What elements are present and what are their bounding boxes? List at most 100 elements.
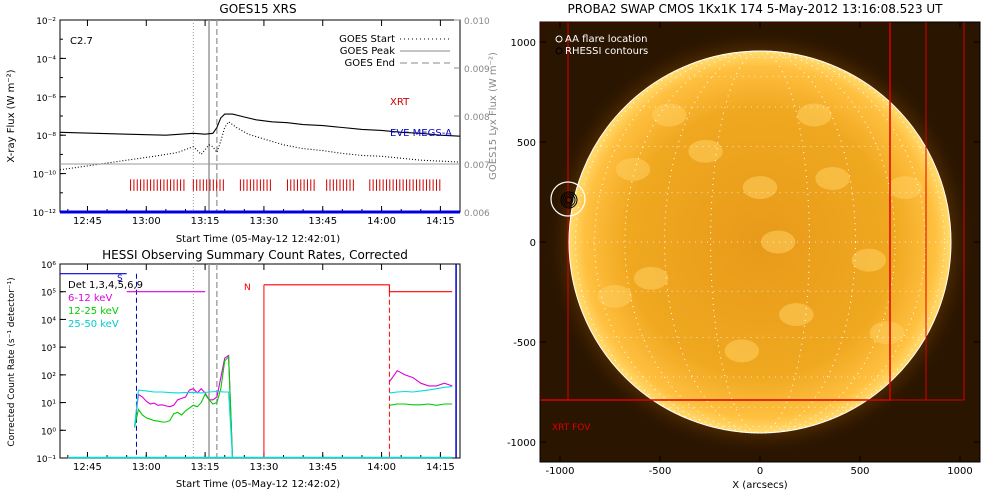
hessi-title: HESSI Observing Summary Count Rates, Cor… [102, 248, 408, 262]
xrt-fov-boxes [540, 22, 965, 401]
goes-y-right-ticks: 0.010 0.009 0.008 0.007 0.006 [454, 17, 490, 219]
hessi-panel: HESSI Observing Summary Count Rates, Cor… [7, 248, 461, 490]
xrt-label: XRT [390, 97, 410, 108]
active-region [615, 157, 651, 181]
x-tick-label: 14:00 [367, 216, 396, 227]
legend-6-12-kev: 6-12 keV [68, 293, 112, 304]
legend-aa-flare-marker [555, 35, 563, 43]
longitude-line [710, 50, 810, 434]
saa-flag: S [117, 274, 123, 284]
y-tick-label: 10² [41, 372, 56, 382]
hessi-x-label: Start Time (05-May-12 12:42:02) [176, 479, 340, 490]
x-tick-label: 14:00 [367, 462, 396, 473]
rhessi-contour [564, 195, 574, 205]
active-region [652, 103, 687, 127]
hessi-time-markers [135, 264, 457, 458]
x-tick-label: 12:45 [73, 462, 102, 473]
solar-disk [569, 51, 951, 433]
x-tick-label: -1000 [545, 466, 574, 477]
y-right-tick-label: 0.009 [464, 65, 490, 75]
x-tick-label: 14:15 [426, 462, 455, 473]
swap-legend: AA flare location RHESSI contours [555, 34, 648, 57]
y-tick-label: 10⁶ [41, 261, 56, 271]
legend-goes-start: GOES Start [339, 34, 395, 45]
series-long [59, 113, 461, 137]
y-tick-label: 1000 [511, 38, 536, 49]
series-25-50-kev-late [389, 385, 453, 394]
legend-rhessi-marker [555, 47, 563, 55]
x-tick-label: 13:30 [250, 216, 279, 227]
y-tick-label: 10⁻¹⁰ [33, 171, 57, 181]
goes-y-right-label: GOES15 Lyx Flux (W m⁻²) [488, 52, 499, 180]
x-tick-label: 13:00 [132, 462, 161, 473]
series-pre-flare [263, 284, 453, 293]
legend-aa-flare: AA flare location [565, 34, 647, 45]
series-25-50-kev [133, 389, 234, 459]
legend-rhessi: RHESSI contours [565, 46, 648, 57]
y-tick-label: 10⁻⁸ [36, 132, 56, 142]
active-region [779, 303, 814, 327]
hessi-plot-frame [59, 263, 461, 459]
y-tick-label: -1000 [507, 438, 536, 449]
active-region [797, 103, 832, 127]
series-6-12-kev [133, 354, 234, 459]
active-region [887, 176, 923, 200]
active-region [724, 339, 760, 363]
rhessi-contour [562, 193, 576, 207]
swap-title: PROBA2 SWAP CMOS 1Kx1K 174 5-May-2012 13… [567, 2, 943, 16]
rhessi-contour [560, 191, 578, 209]
y-tick-label: 500 [517, 138, 536, 149]
y-tick-label: 10⁻¹ [36, 455, 56, 465]
goes-title: GOES15 XRS [219, 2, 296, 16]
legend-goes-peak: GOES Peak [340, 46, 395, 57]
x-tick-label: 13:00 [132, 216, 161, 227]
rhessi-contour [566, 197, 572, 203]
xrt-fov-label: XRT FOV [552, 423, 591, 433]
swap-y-ticks: 1000 500 0 -500 -1000 [507, 38, 980, 449]
night-flag: N [244, 283, 251, 293]
x-tick-label: 0 [757, 466, 763, 477]
y-tick-label: 10⁻² [36, 17, 56, 27]
goes-y-label: X-ray Flux (W m⁻²) [6, 69, 17, 162]
goes-series [59, 113, 461, 214]
flare-location [550, 181, 586, 217]
x-tick-label: 500 [850, 466, 869, 477]
legend-goes-end: GOES End [345, 58, 395, 69]
y-tick-label: 10⁴ [41, 316, 56, 326]
y-tick-label: -500 [513, 338, 536, 349]
xrt-fov-box [567, 22, 965, 401]
y-tick-label: 10⁻⁴ [36, 55, 56, 65]
y-tick-label: 10⁻⁶ [36, 94, 56, 104]
active-region [869, 321, 905, 345]
hessi-legend: Det 1,3,4,5,6,9 6-12 keV 12-25 keV 25-50… [68, 280, 143, 330]
swap-x-label: X (arcsecs) [732, 480, 788, 491]
aa-flare-circle [550, 181, 586, 217]
series-6-12-kev-late [388, 369, 453, 387]
y-tick-label: 10¹ [41, 400, 56, 410]
x-tick-label: 13:15 [191, 462, 220, 473]
goes-x-label: Start Time (05-May-12 12:42:01) [176, 234, 340, 245]
longitude-line [664, 50, 856, 434]
active-region [742, 176, 778, 200]
goes-y-ticks: 10⁻² 10⁻⁴ 10⁻⁶ 10⁻⁸ 10⁻¹⁰ 10⁻¹² [33, 17, 66, 219]
y-right-tick-label: 0.007 [464, 161, 490, 171]
y-tick-label: 10⁻¹² [33, 209, 57, 219]
swap-x-ticks: -1000 -500 0 500 1000 [545, 22, 973, 477]
goes-annotation: C2.7 [70, 36, 93, 47]
solar-limb [568, 50, 952, 434]
x-tick-label: 1000 [947, 466, 972, 477]
hessi-y-label: Corrected Count Rate (s⁻¹ detector⁻¹) [7, 277, 17, 446]
x-tick-label: 14:15 [426, 216, 455, 227]
active-region [688, 139, 723, 163]
x-tick-label: 12:45 [73, 216, 102, 227]
hessi-x-ticks: 12:45 13:00 13:15 13:30 13:45 14:00 14:15 [67, 264, 461, 473]
active-region [851, 248, 887, 272]
hessi-y-ticks: 10⁶ 10⁵ 10⁴ 10³ 10² 10¹ 10⁰ 10⁻¹ [36, 261, 66, 465]
goes-panel: GOES15 XRS 12:45 13:00 13:15 13:30 13:45 14:0… [6, 2, 499, 245]
swap-panel: PROBA2 SWAP CMOS 1Kx1K 174 5-May-2012 13… [507, 2, 981, 491]
y-tick-label: 10⁰ [41, 427, 56, 437]
y-tick-label: 10³ [41, 344, 56, 354]
series-12-25-kev [133, 355, 234, 459]
x-tick-label: -500 [649, 466, 672, 477]
solar-active-regions [597, 103, 923, 363]
